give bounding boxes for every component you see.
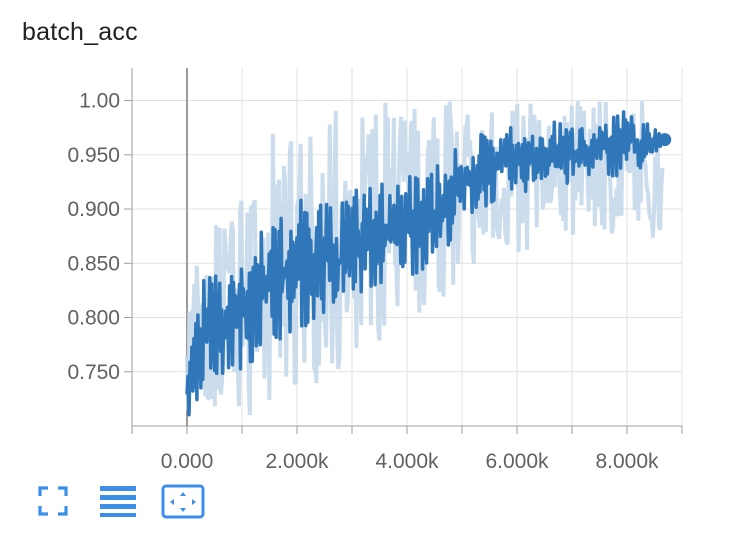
last-value-point bbox=[658, 133, 672, 147]
y-tick-label: 0.850 bbox=[67, 252, 120, 275]
y-tick-label: 1.00 bbox=[79, 90, 120, 113]
x-tick-label: 8.000k bbox=[595, 450, 659, 473]
x-tick-label: 4.000k bbox=[375, 450, 439, 473]
x-tick-label: 2.000k bbox=[265, 450, 329, 473]
y-tick-label: 0.950 bbox=[67, 144, 120, 167]
smoothed-series-line bbox=[185, 110, 664, 417]
y-tick-label: 0.750 bbox=[67, 361, 120, 384]
list-icon[interactable] bbox=[98, 484, 138, 523]
fit-domain-icon[interactable] bbox=[161, 484, 205, 525]
y-tick-label: 0.900 bbox=[67, 198, 120, 221]
y-tick-label: 0.800 bbox=[67, 307, 120, 330]
x-tick-label: 6.000k bbox=[485, 450, 549, 473]
chart-title: batch_acc bbox=[22, 18, 138, 46]
smoothed-series bbox=[185, 110, 672, 417]
x-tick-label: 0.000 bbox=[161, 450, 214, 473]
chart-plot[interactable]: 0.750 0.800 0.850 0.900 0.950 1.00 0.000 2.000k… bbox=[0, 0, 754, 480]
expand-icon[interactable] bbox=[36, 484, 70, 523]
axes: 0.750 0.800 0.850 0.900 0.950 1.00 0.000 2.000k… bbox=[67, 68, 683, 473]
